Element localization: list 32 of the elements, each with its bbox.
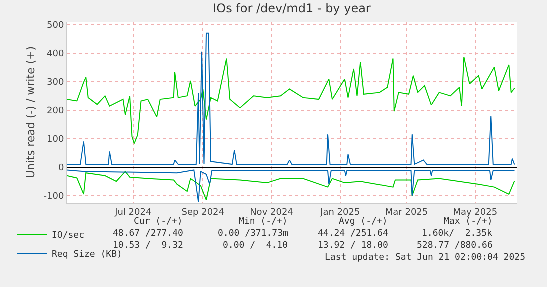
text: 44.24 /251.64 (318, 229, 388, 239)
y-axis-title: Units read (-) / write (+) (24, 46, 38, 179)
text: 13.92 / 18.00 (318, 241, 388, 251)
chart-title: IOs for /dev/md1 - by year (213, 1, 371, 16)
text: Avg (-/+) (339, 217, 388, 227)
legend-label: IO/sec (52, 231, 85, 242)
text: 10.53 / 9.32 (113, 241, 184, 251)
y-tick-label: 300 (47, 78, 64, 88)
y-tick-label: 400 (47, 50, 64, 60)
x-tick-label: Sep 2024 (182, 208, 225, 218)
line-series (67, 56, 516, 144)
y-tick-label: 0 (58, 164, 64, 174)
text: Max (-/+) (444, 217, 493, 227)
y-tick-label: 200 (47, 106, 64, 117)
x-tick-label: Nov 2024 (250, 208, 294, 218)
x-tick-label: Jan 2025 (320, 208, 360, 218)
text: Cur (-/+) (134, 217, 183, 227)
text: 528.77 /880.66 (417, 241, 493, 251)
x-tick-label: Mar 2025 (385, 208, 428, 218)
text: Last update: Sat Jun 21 02:00:04 2025 (325, 253, 526, 263)
legend-label: Req Size (KB) (52, 250, 122, 260)
y-tick-label: 100 (47, 135, 64, 146)
y-tick-label: 500 (47, 21, 64, 31)
text: 0.00 / 4.10 (223, 241, 288, 251)
text: 1.60k/ 2.35k (422, 229, 494, 239)
text: 0.00 /371.73m (218, 229, 288, 239)
x-tick-label: May 2025 (453, 208, 498, 218)
x-tick-label: Jul 2024 (114, 208, 152, 218)
text: Min (-/+) (239, 217, 288, 227)
y-tick-label: -100 (44, 192, 64, 202)
text: 48.67 /277.40 (113, 229, 184, 239)
line-series (67, 32, 516, 166)
